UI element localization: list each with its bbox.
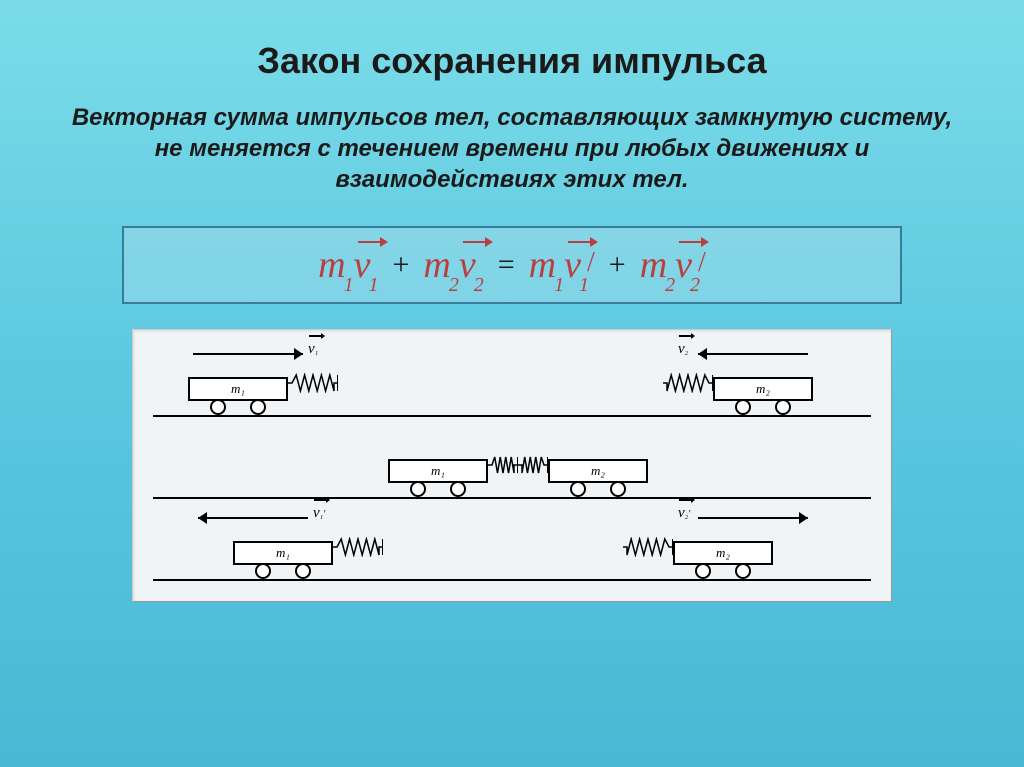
spring-icon bbox=[663, 373, 713, 393]
spring-icon bbox=[518, 455, 548, 475]
spring-icon bbox=[333, 537, 383, 557]
formula-box: m1 v1 + m2 v2 = m1 v1/ + m2 v2/ bbox=[122, 226, 902, 304]
spring-icon bbox=[488, 455, 518, 475]
law-definition: Векторная сумма импульсов тел, составляю… bbox=[30, 102, 994, 196]
cart-body: m₂ bbox=[673, 541, 773, 565]
cart: m₁ bbox=[188, 377, 288, 415]
formula-term: m1 v1/ bbox=[529, 243, 595, 287]
velocity-arrow bbox=[193, 347, 303, 361]
cart-body: m₂ bbox=[548, 459, 648, 483]
formula-term: m2 v2/ bbox=[640, 243, 706, 287]
velocity-arrow bbox=[698, 347, 808, 361]
cart-body: m₂ bbox=[713, 377, 813, 401]
cart-body: m₁ bbox=[388, 459, 488, 483]
page-title: Закон сохранения импульса bbox=[30, 40, 994, 82]
diagram-stage: v₁ m₁ v₂ m₂ bbox=[153, 345, 871, 417]
spring-icon bbox=[288, 373, 338, 393]
cart: m₁ bbox=[388, 459, 488, 497]
formula-term: m1 v1 bbox=[318, 243, 378, 287]
cart: m₂ bbox=[713, 377, 813, 415]
cart: m₁ bbox=[233, 541, 333, 579]
cart: m₂ bbox=[548, 459, 648, 497]
velocity-arrow bbox=[198, 511, 308, 525]
cart: m₂ bbox=[673, 541, 773, 579]
velocity-label: v₂′ bbox=[678, 505, 690, 522]
collision-diagram: v₁ m₁ v₂ m₂ m₁ bbox=[132, 329, 892, 602]
cart-body: m₁ bbox=[188, 377, 288, 401]
diagram-stage: v₁′ m₁ v₂′ m₂ bbox=[153, 509, 871, 581]
diagram-stage: m₁ m₂ bbox=[153, 427, 871, 499]
momentum-formula: m1 v1 + m2 v2 = m1 v1/ + m2 v2/ bbox=[144, 243, 880, 287]
velocity-label: v₂ bbox=[678, 341, 688, 358]
velocity-label: v₁ bbox=[308, 341, 318, 358]
cart-body: m₁ bbox=[233, 541, 333, 565]
velocity-arrow bbox=[698, 511, 808, 525]
spring-icon bbox=[623, 537, 673, 557]
velocity-label: v₁′ bbox=[313, 505, 325, 522]
formula-term: m2 v2 bbox=[423, 243, 483, 287]
